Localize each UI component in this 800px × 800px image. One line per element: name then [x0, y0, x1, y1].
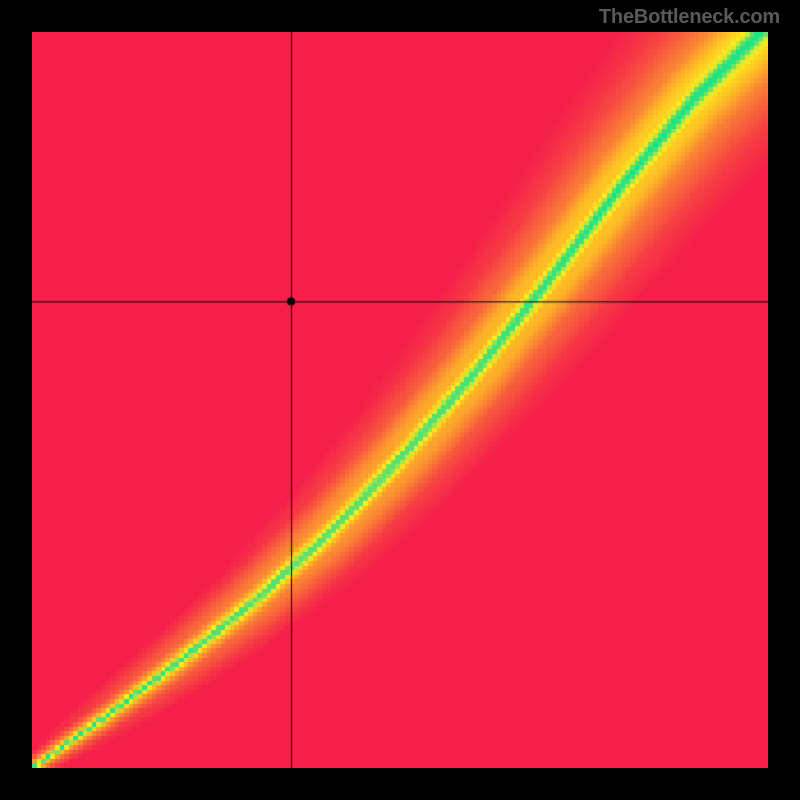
- bottleneck-heatmap: [32, 32, 768, 768]
- attribution-text: TheBottleneck.com: [599, 6, 780, 29]
- chart-container: TheBottleneck.com: [0, 0, 800, 800]
